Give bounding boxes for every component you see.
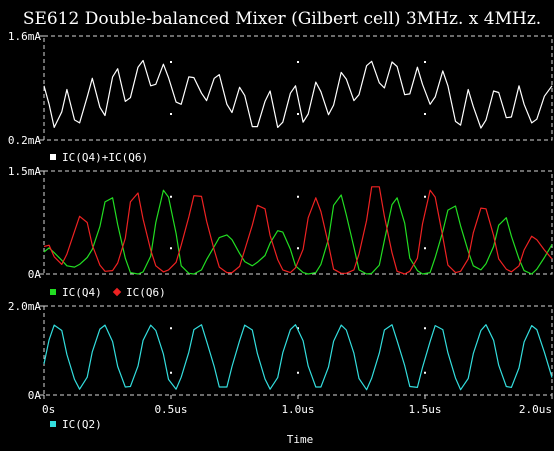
plot-panel-1: 1.6mA 0.2mA IC(Q4)+IC(Q6) [8, 30, 553, 164]
grid-dot [170, 195, 172, 198]
legend-label: IC(Q4) [62, 286, 102, 299]
grid-dot [424, 247, 426, 250]
grid-dot [170, 371, 172, 374]
x-tick-label: 1.5us [408, 403, 441, 416]
plot-panel-3: 2.0mA 0A IC(Q2) 0s 0.5us 1.0us 1.5us 2.0us [8, 300, 553, 431]
legend-marker [50, 154, 56, 160]
y-tick-label-top: 2.0mA [8, 300, 41, 313]
grid-dot [297, 247, 299, 250]
grid-dot [424, 195, 426, 198]
grid-dot [297, 113, 299, 115]
grid-dot [297, 327, 299, 330]
grid-dot [424, 371, 426, 374]
y-tick-label-top: 1.5mA [8, 165, 41, 178]
plot-frame [43, 170, 553, 275]
legend-marker [112, 287, 122, 297]
grid-dot [170, 327, 172, 330]
series-line-ic-q4- [43, 189, 553, 275]
grid-dot [170, 247, 172, 250]
legend-marker [50, 289, 56, 295]
x-tick-label: 2.0us [519, 403, 552, 416]
grid-dot [297, 371, 299, 374]
x-tick-label: 0s [42, 403, 55, 416]
grid-dot [424, 327, 426, 330]
grid-dot [297, 61, 299, 63]
plot-panel-2: 1.5mA 0A IC(Q4) IC(Q6) [8, 165, 553, 299]
series-line-ic-q4-ic-q6- [43, 59, 553, 129]
grid-dot [424, 61, 426, 63]
y-tick-label-bottom: 0A [28, 268, 42, 281]
grid-dot [297, 195, 299, 198]
grid-dot [424, 113, 426, 115]
chart-title: SE612 Double-balanced Mixer (Gilbert cel… [23, 9, 541, 29]
y-tick-label-bottom: 0A [28, 389, 42, 402]
series-line-ic-q2- [43, 324, 553, 391]
legend-label: IC(Q6) [126, 286, 166, 299]
legend-marker [50, 421, 56, 427]
series-line-ic-q6- [43, 186, 553, 275]
y-tick-label-top: 1.6mA [8, 30, 41, 43]
x-tick-label: 1.0us [281, 403, 314, 416]
y-tick-label-bottom: 0.2mA [8, 134, 41, 147]
x-tick-label: 0.5us [154, 403, 187, 416]
grid-dot [170, 61, 172, 63]
legend-label: IC(Q4)+IC(Q6) [62, 151, 148, 164]
legend-label: IC(Q2) [62, 418, 102, 431]
x-axis-label: Time [287, 433, 314, 446]
grid-dot [170, 113, 172, 115]
